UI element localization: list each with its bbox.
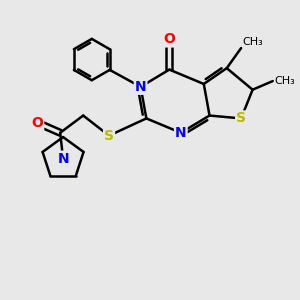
Text: S: S xyxy=(236,111,246,125)
Text: N: N xyxy=(57,152,69,166)
Text: N: N xyxy=(175,126,187,140)
Text: CH₃: CH₃ xyxy=(274,76,295,86)
Text: CH₃: CH₃ xyxy=(242,37,263,46)
Text: N: N xyxy=(135,80,146,94)
Text: S: S xyxy=(104,129,114,142)
Text: O: O xyxy=(31,116,43,130)
Text: O: O xyxy=(164,32,175,46)
